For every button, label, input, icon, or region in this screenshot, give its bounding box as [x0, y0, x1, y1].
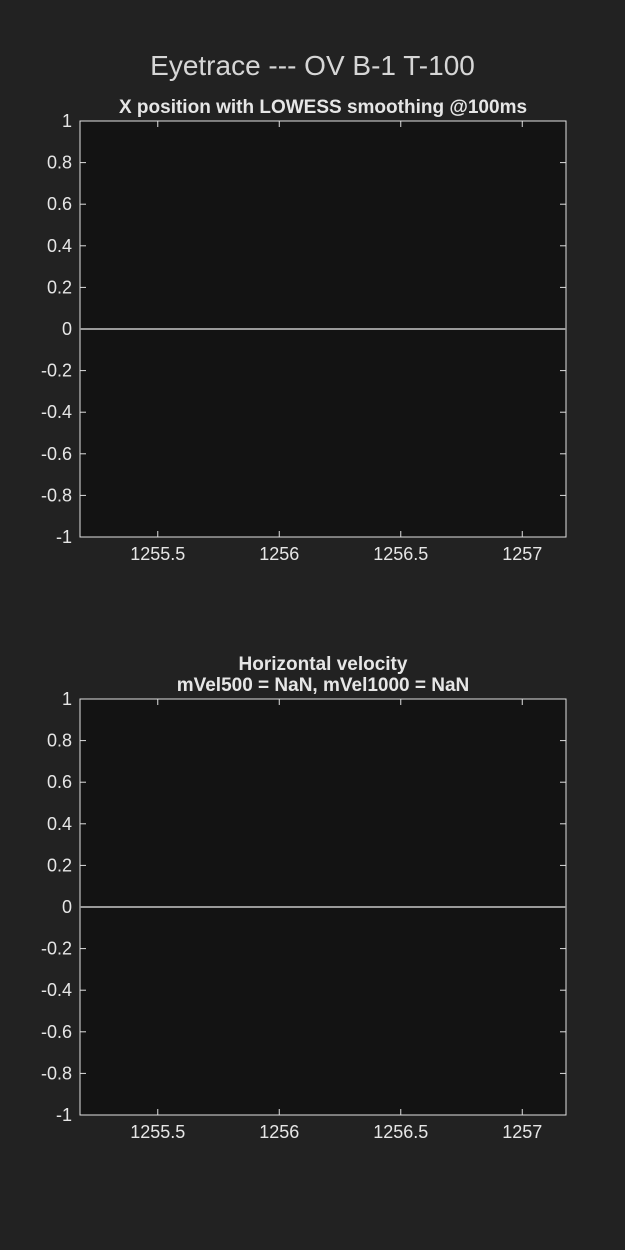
x-tick-label: 1256 — [259, 1122, 299, 1142]
y-tick-label: 0.8 — [47, 153, 72, 173]
axes-1: X position with LOWESS smoothing @100ms 1… — [41, 97, 567, 564]
y-tick-label: 1 — [62, 111, 72, 131]
x-tick-label: 1256.5 — [373, 544, 428, 564]
y-tick-label: -0.4 — [41, 402, 72, 422]
y-tick-label: 0.8 — [47, 731, 72, 751]
y-tick-label: -0.2 — [41, 939, 72, 959]
y-tick-label: 0 — [62, 319, 72, 339]
y-tick-label: -0.6 — [41, 1022, 72, 1042]
y-tick-label: -0.4 — [41, 980, 72, 1000]
y-tick-label: 0.4 — [47, 236, 72, 256]
y-tick-label: -1 — [56, 527, 72, 547]
x-tick-label: 1257 — [502, 1122, 542, 1142]
y-tick-label: 0.4 — [47, 814, 72, 834]
x-tick-label: 1256 — [259, 544, 299, 564]
y-tick-label: 0.2 — [47, 855, 72, 875]
y-tick-label: 1 — [62, 689, 72, 709]
figure-title: Eyetrace --- OV B-1 T-100 — [150, 50, 475, 81]
axes-title: mVel500 = NaN, mVel1000 = NaN — [177, 675, 470, 696]
x-tick-label: 1255.5 — [130, 544, 185, 564]
y-tick-label: -0.2 — [41, 361, 72, 381]
y-tick-label: 0 — [62, 897, 72, 917]
y-tick-label: -1 — [56, 1105, 72, 1125]
x-tick-label: 1255.5 — [130, 1122, 185, 1142]
y-tick-label: 0.6 — [47, 194, 72, 214]
y-tick-label: 0.6 — [47, 772, 72, 792]
y-tick-label: -0.8 — [41, 1063, 72, 1083]
x-tick-label: 1256.5 — [373, 1122, 428, 1142]
axes-title: Horizontal velocity — [239, 654, 408, 675]
y-tick-label: 0.2 — [47, 277, 72, 297]
y-tick-label: -0.8 — [41, 485, 72, 505]
y-tick-label: -0.6 — [41, 444, 72, 464]
axes-title: X position with LOWESS smoothing @100ms — [119, 97, 527, 118]
x-tick-label: 1257 — [502, 544, 542, 564]
